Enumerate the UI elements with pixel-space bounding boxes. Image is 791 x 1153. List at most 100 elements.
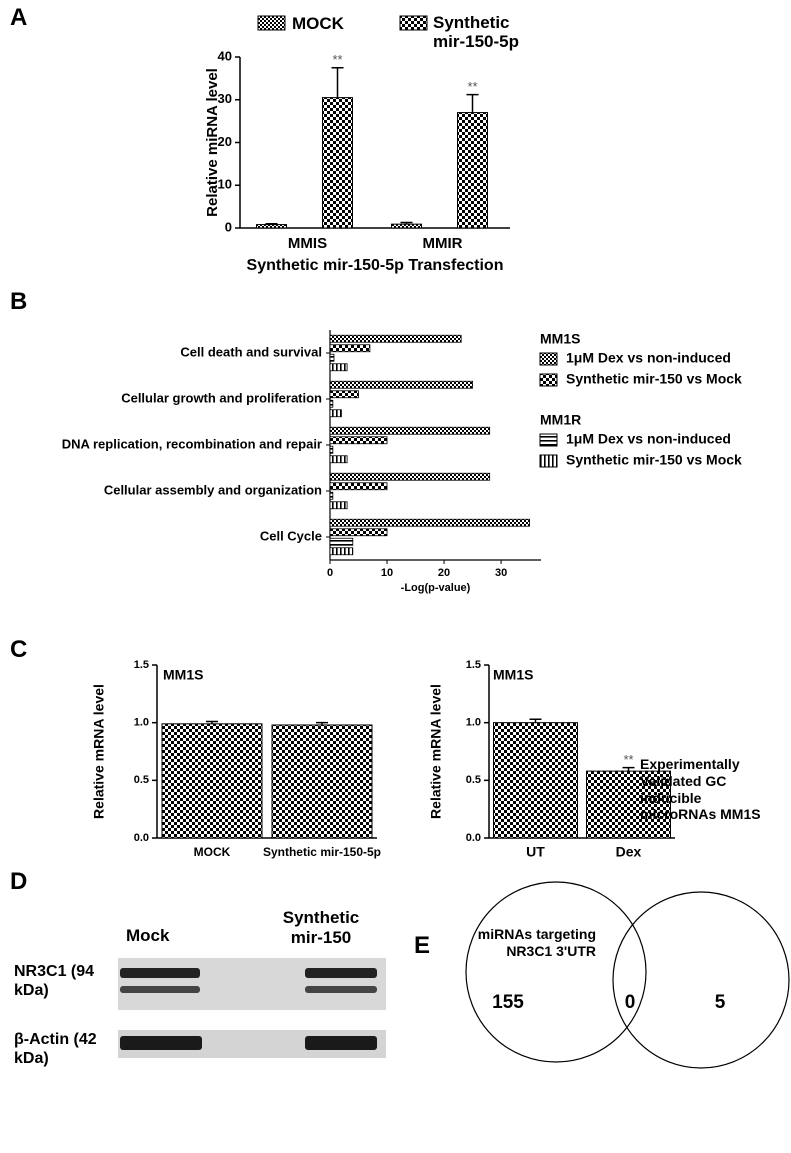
x-tick-label: 20 bbox=[438, 567, 450, 579]
error-bar bbox=[206, 720, 218, 724]
bar bbox=[586, 770, 671, 839]
bar bbox=[329, 334, 462, 343]
y-tick-label: 0.0 bbox=[134, 832, 149, 844]
legend-label: 1μM Dex vs non-induced bbox=[566, 350, 731, 366]
y-tick-label: 0.5 bbox=[466, 774, 481, 786]
blot-band bbox=[120, 986, 200, 993]
x-tick-label: UT bbox=[526, 844, 545, 860]
bar bbox=[329, 537, 354, 546]
bar bbox=[329, 501, 348, 510]
bar bbox=[161, 723, 263, 839]
y-tick-label: 1.0 bbox=[134, 717, 149, 729]
x-tick-label: 30 bbox=[495, 567, 507, 579]
bar bbox=[329, 547, 354, 556]
y-tick-label: Cellular growth and proliferation bbox=[121, 390, 322, 405]
error-bar bbox=[316, 721, 328, 725]
x-tick-label: Synthetic mir-150-5p bbox=[263, 845, 381, 859]
legend-label: Synthetic mir-150 vs Mock bbox=[566, 371, 742, 387]
bar bbox=[329, 399, 334, 408]
bar bbox=[322, 97, 353, 229]
bar bbox=[329, 390, 359, 399]
bar bbox=[493, 722, 578, 839]
legend-label: Synthetic mir-150-5p bbox=[433, 13, 519, 51]
blot-band bbox=[120, 968, 200, 978]
panel-label: D bbox=[10, 868, 28, 895]
x-tick-label: 10 bbox=[381, 567, 393, 579]
error-bar bbox=[265, 222, 278, 225]
bar bbox=[329, 363, 348, 372]
blot-membrane bbox=[118, 958, 386, 1010]
y-tick-label: 30 bbox=[218, 91, 232, 106]
blot-band bbox=[305, 1036, 377, 1050]
y-tick-label: 0.0 bbox=[466, 832, 481, 844]
venn-set-label: miRNAs targeting NR3C1 3'UTR bbox=[477, 926, 596, 959]
significance-label: ** bbox=[623, 752, 633, 767]
error-bar bbox=[400, 221, 413, 225]
y-tick-label: DNA replication, recombination and repai… bbox=[62, 436, 322, 451]
blot-band bbox=[120, 1036, 202, 1050]
bar bbox=[329, 344, 371, 353]
chart-title: MM1S bbox=[493, 667, 533, 683]
legend-swatch bbox=[539, 454, 558, 468]
y-tick-label: 0 bbox=[225, 219, 232, 234]
y-tick-label: 10 bbox=[218, 177, 232, 192]
x-tick-label: MOCK bbox=[194, 845, 231, 859]
bar bbox=[329, 472, 491, 481]
bar bbox=[329, 409, 342, 418]
legend-swatch bbox=[539, 373, 558, 387]
error-bar bbox=[529, 718, 542, 723]
error-bar bbox=[466, 93, 479, 113]
bar bbox=[457, 112, 488, 229]
y-tick-label: 1.5 bbox=[134, 659, 149, 671]
panel-label: E bbox=[414, 932, 431, 959]
legend-swatch bbox=[257, 15, 286, 31]
legend-group: MM1S bbox=[540, 331, 580, 347]
venn-count: 0 bbox=[625, 992, 636, 1013]
x-tick-label: MMIS bbox=[288, 235, 327, 252]
venn-count: 155 bbox=[492, 992, 524, 1013]
significance-label: ** bbox=[467, 79, 477, 94]
bar bbox=[329, 426, 491, 435]
bar bbox=[329, 445, 334, 454]
panel-label: C bbox=[10, 636, 28, 663]
legend-label: MOCK bbox=[292, 14, 344, 33]
y-axis-label: Relative mRNA level bbox=[428, 684, 444, 819]
y-tick-label: Cell death and survival bbox=[180, 344, 322, 359]
bar bbox=[329, 455, 348, 464]
legend-swatch bbox=[399, 15, 428, 31]
bar bbox=[329, 518, 530, 527]
bar bbox=[329, 380, 473, 389]
y-tick-label: 20 bbox=[218, 134, 232, 149]
lane-label: Synthetic mir-150 bbox=[282, 908, 360, 948]
bar bbox=[256, 224, 287, 229]
error-bar bbox=[331, 66, 344, 98]
blot-band bbox=[305, 986, 377, 993]
x-tick-label: MMIR bbox=[423, 235, 463, 252]
panel-label: A bbox=[10, 4, 28, 31]
bar bbox=[329, 353, 335, 362]
chart-title: MM1S bbox=[163, 667, 203, 683]
y-tick-label: 1.5 bbox=[466, 659, 481, 671]
venn-circle bbox=[465, 881, 647, 1063]
y-axis-label: Relative miRNA level bbox=[204, 68, 221, 217]
panel-label: B bbox=[10, 288, 28, 315]
legend-swatch bbox=[539, 352, 558, 366]
y-axis-label: Relative mRNA level bbox=[91, 684, 107, 819]
x-tick-label: Dex bbox=[616, 844, 642, 860]
venn-circle bbox=[612, 891, 790, 1069]
venn-count: 5 bbox=[715, 992, 726, 1013]
venn-diagram: 155 0 5 bbox=[465, 881, 790, 1069]
x-tick-label: 0 bbox=[327, 567, 333, 579]
x-axis-label: Synthetic mir-150-5p Transfection bbox=[247, 257, 504, 274]
y-tick-label: Cell Cycle bbox=[260, 528, 322, 543]
legend-label: 1μM Dex vs non-induced bbox=[566, 431, 731, 447]
blot-band bbox=[305, 968, 377, 978]
error-bar bbox=[622, 766, 635, 772]
row-label: β-Actin (42 kDa) bbox=[14, 1031, 97, 1068]
y-tick-label: 0.5 bbox=[134, 774, 149, 786]
row-label: NR3C1 (94 kDa) bbox=[14, 963, 95, 1000]
bar bbox=[329, 491, 334, 500]
bar bbox=[329, 436, 388, 445]
